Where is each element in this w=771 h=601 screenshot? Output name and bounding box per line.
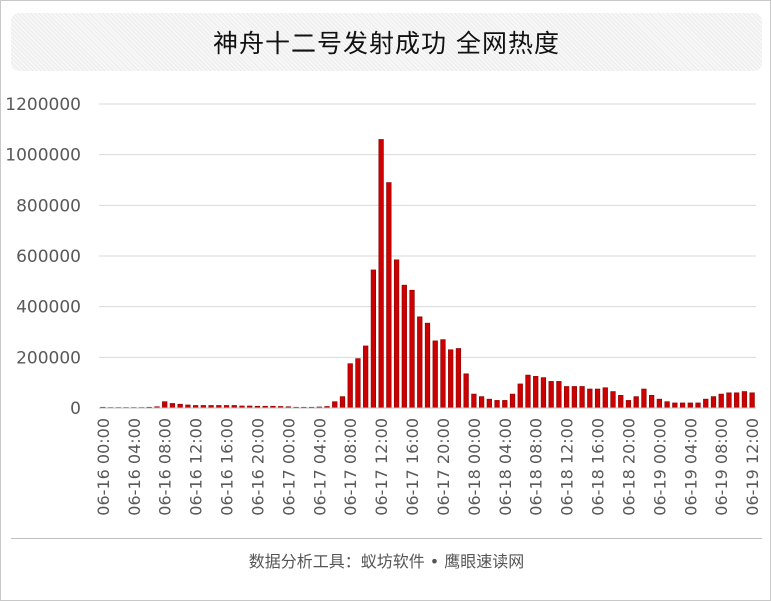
bar — [370, 269, 377, 409]
bar — [710, 396, 717, 409]
x-tick-label: 06-16 00:00 — [94, 418, 113, 516]
bar — [386, 182, 392, 409]
bar — [471, 393, 477, 409]
bar — [463, 373, 469, 409]
bar — [363, 345, 369, 409]
bar — [455, 348, 462, 409]
bar — [641, 388, 647, 409]
bar — [625, 400, 632, 409]
bar — [649, 395, 655, 409]
y-tick-label: 800000 — [16, 196, 81, 216]
bar — [594, 388, 601, 409]
x-tick-label: 06-18 20:00 — [619, 418, 638, 516]
bar — [440, 339, 446, 409]
bar — [339, 396, 346, 409]
x-tick-label: 06-16 08:00 — [156, 418, 175, 516]
bar — [494, 400, 500, 409]
bar — [347, 363, 353, 409]
chart-title-box: 神舟十二号发射成功 全网热度 — [11, 13, 762, 71]
bar — [401, 284, 407, 409]
bar — [424, 322, 431, 409]
bar — [432, 340, 438, 409]
bar — [679, 402, 686, 409]
bar — [548, 381, 554, 409]
bar — [618, 395, 624, 409]
x-tick-label: 06-18 12:00 — [558, 418, 577, 516]
x-tick-label: 06-18 08:00 — [527, 418, 546, 516]
bar — [656, 398, 663, 409]
bar — [478, 396, 485, 409]
x-tick-label: 06-17 12:00 — [372, 418, 391, 516]
bar — [602, 387, 608, 409]
x-tick-label: 06-19 08:00 — [712, 418, 731, 516]
bar — [664, 401, 670, 409]
bar — [417, 316, 423, 409]
bar — [378, 139, 384, 409]
x-tick-label: 06-18 00:00 — [465, 418, 484, 516]
bar — [332, 401, 338, 409]
bar — [409, 289, 415, 409]
x-tick-label: 06-16 20:00 — [248, 418, 267, 516]
x-tick-label: 06-17 20:00 — [434, 418, 453, 516]
bar — [749, 392, 755, 409]
bar — [540, 377, 547, 409]
chart-title: 神舟十二号发射成功 全网热度 — [213, 29, 560, 58]
bar — [587, 388, 593, 409]
bar — [177, 403, 183, 409]
y-tick-label: 400000 — [16, 298, 81, 318]
bar — [703, 398, 709, 409]
bar — [564, 386, 570, 409]
bar — [162, 401, 168, 409]
bar — [734, 392, 740, 409]
x-tick-label: 06-17 16:00 — [403, 418, 422, 516]
bar — [509, 393, 516, 409]
x-tick-label: 06-18 04:00 — [496, 418, 515, 516]
bar — [448, 349, 454, 409]
bar — [393, 259, 400, 409]
bar — [695, 402, 701, 409]
y-tick-label: 200000 — [16, 348, 81, 368]
bar — [633, 396, 639, 409]
x-tick-label: 06-16 12:00 — [187, 418, 206, 516]
footer-credit: 数据分析工具：蚁坊软件 • 鹰眼速读网 — [248, 552, 525, 571]
x-tick-label: 06-19 04:00 — [681, 418, 700, 516]
y-tick-label: 1000000 — [5, 146, 81, 166]
bar — [486, 398, 492, 409]
bar — [571, 386, 577, 409]
x-tick-label: 06-19 12:00 — [743, 418, 762, 516]
y-tick-label: 0 — [70, 399, 81, 419]
bar — [741, 391, 748, 409]
bar — [718, 393, 724, 409]
bar — [169, 403, 176, 409]
bar — [687, 402, 693, 409]
bar — [579, 386, 585, 409]
bar — [517, 383, 523, 409]
bar — [610, 391, 616, 409]
bar — [355, 358, 361, 409]
x-tick-label: 06-19 00:00 — [650, 418, 669, 516]
y-tick-label: 600000 — [16, 247, 81, 267]
x-tick-label: 06-16 04:00 — [125, 418, 144, 516]
x-tick-label: 06-18 16:00 — [589, 418, 608, 516]
bar — [726, 392, 732, 409]
y-tick-label: 1200000 — [5, 95, 81, 115]
bar — [556, 381, 562, 409]
x-tick-label: 06-17 04:00 — [310, 418, 329, 516]
x-tick-label: 06-17 08:00 — [341, 418, 360, 516]
hotness-bar-chart: 0 200000 400000 600000 800000 1000000 1200000 0… — [5, 95, 762, 516]
bar — [533, 376, 539, 409]
x-tick-label: 06-16 16:00 — [218, 418, 237, 516]
bar — [525, 374, 531, 409]
footer-divider — [11, 538, 762, 539]
x-tick-label: 06-17 00:00 — [279, 418, 298, 516]
bar — [502, 400, 508, 409]
bar — [672, 402, 678, 409]
